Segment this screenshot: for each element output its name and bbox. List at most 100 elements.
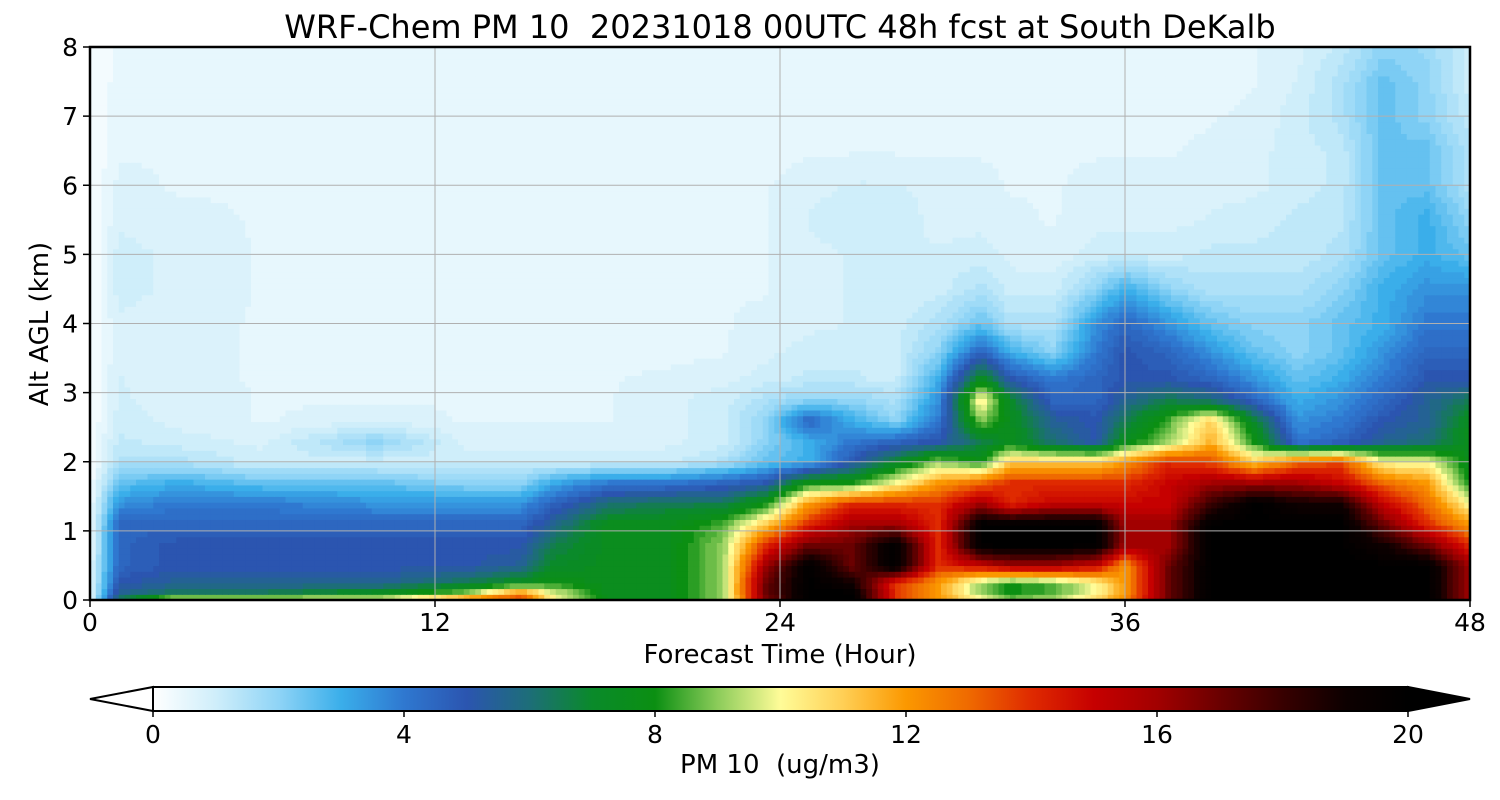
heatmap-cell [556,583,562,589]
heatmap-cell [412,588,418,594]
heatmap-cell [671,531,677,537]
heatmap-cell [171,571,177,577]
heatmap-cell [1154,531,1160,537]
heatmap-cell [677,542,683,548]
heatmap-cell [993,542,999,548]
heatmap-cell [274,554,280,560]
heatmap-cell [1217,560,1223,566]
heatmap-cell [1344,542,1350,548]
heatmap-cell [924,531,930,537]
heatmap-cell [987,554,993,560]
heatmap-cell [504,531,510,537]
heatmap-cell [763,577,769,583]
heatmap-cell [682,554,688,560]
heatmap-cell [447,565,453,571]
heatmap-cell [383,571,389,577]
heatmap-cell [815,548,821,554]
heatmap-cell [1424,542,1430,548]
heatmap-cell [1453,560,1459,566]
heatmap-cell [746,583,752,589]
heatmap-cell [205,554,211,560]
heatmap-cell [619,537,625,543]
heatmap-cell [1016,577,1022,583]
heatmap-cell [355,542,361,548]
heatmap-cell [326,588,332,594]
heatmap-cell [895,565,901,571]
heatmap-cell [1108,565,1114,571]
heatmap-cell [153,548,159,554]
heatmap-cell [510,531,516,537]
heatmap-cell [659,571,665,577]
heatmap-cell [1022,565,1028,571]
heatmap-cell [217,583,223,589]
heatmap-cell [1148,560,1154,566]
heatmap-cell [1390,588,1396,594]
heatmap-cell [918,565,924,571]
heatmap-cell [475,583,481,589]
heatmap-cell [1344,531,1350,537]
heatmap-cell [677,554,683,560]
heatmap-cell [1206,588,1212,594]
heatmap-cell [901,583,907,589]
heatmap-cell [234,537,240,543]
heatmap-cell [481,542,487,548]
heatmap-cell [809,571,815,577]
heatmap-cell [188,554,194,560]
heatmap-cell [1033,531,1039,537]
heatmap-cell [211,588,217,594]
heatmap-cell [309,571,315,577]
heatmap-cell [550,565,556,571]
heatmap-cell [792,565,798,571]
heatmap-cell [1079,577,1085,583]
heatmap-cell [1004,565,1010,571]
heatmap-cell [1355,537,1361,543]
heatmap-cell [257,565,263,571]
heatmap-cell [291,571,297,577]
heatmap-cell [723,588,729,594]
heatmap-cell [924,565,930,571]
heatmap-cell [372,548,378,554]
heatmap-cell [562,548,568,554]
heatmap-cell [671,577,677,583]
heatmap-cell [746,531,752,537]
heatmap-cell [1407,577,1413,583]
heatmap-cell [912,554,918,560]
heatmap-cell [245,583,251,589]
heatmap-cell [654,560,660,566]
heatmap-cell [349,565,355,571]
heatmap-cell [1436,542,1442,548]
heatmap-cell [217,588,223,594]
heatmap-cell [585,577,591,583]
heatmap-cell [406,542,412,548]
heatmap-cell [1073,571,1079,577]
heatmap-cell [1257,577,1263,583]
heatmap-cell [153,537,159,543]
heatmap-cell [941,565,947,571]
heatmap-cell [665,548,671,554]
heatmap-cell [441,571,447,577]
heatmap-cell [786,560,792,566]
heatmap-cell [1160,560,1166,566]
heatmap-cell [188,537,194,543]
heatmap-cell [1384,548,1390,554]
heatmap-cell [1338,560,1344,566]
heatmap-cell [1016,565,1022,571]
heatmap-cell [1269,583,1275,589]
heatmap-cell [1372,537,1378,543]
heatmap-cell [590,565,596,571]
heatmap-cell [280,577,286,583]
heatmap-cell [470,542,476,548]
heatmap-cell [228,571,234,577]
heatmap-cell [602,588,608,594]
heatmap-cell [544,548,550,554]
heatmap-cell [1401,537,1407,543]
heatmap-cell [872,577,878,583]
heatmap-cell [1050,583,1056,589]
heatmap-cell [981,531,987,537]
heatmap-cell [1010,548,1016,554]
heatmap-cell [291,548,297,554]
heatmap-cell [797,571,803,577]
heatmap-cell [1056,531,1062,537]
heatmap-cell [1298,583,1304,589]
heatmap-cell [1027,548,1033,554]
